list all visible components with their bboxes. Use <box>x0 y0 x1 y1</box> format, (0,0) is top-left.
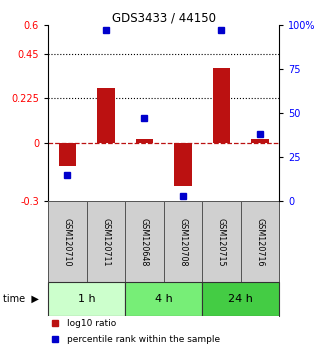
Title: GDS3433 / 44150: GDS3433 / 44150 <box>112 12 216 25</box>
Bar <box>48 282 125 316</box>
Bar <box>202 201 241 282</box>
Bar <box>125 201 164 282</box>
Bar <box>59 143 76 166</box>
Text: log10 ratio: log10 ratio <box>67 319 116 328</box>
Bar <box>174 143 192 186</box>
Bar <box>213 68 230 143</box>
Bar <box>48 201 87 282</box>
Text: GSM120715: GSM120715 <box>217 218 226 266</box>
Bar <box>97 87 115 143</box>
Bar <box>87 201 125 282</box>
Bar <box>125 282 202 316</box>
Bar <box>136 139 153 143</box>
Text: 4 h: 4 h <box>155 294 173 304</box>
Text: 1 h: 1 h <box>78 294 95 304</box>
Text: GSM120708: GSM120708 <box>178 218 187 266</box>
Text: percentile rank within the sample: percentile rank within the sample <box>67 335 220 344</box>
Bar <box>202 282 279 316</box>
Bar <box>164 201 202 282</box>
Text: GSM120711: GSM120711 <box>101 218 110 266</box>
Text: GSM120710: GSM120710 <box>63 218 72 266</box>
Text: 24 h: 24 h <box>228 294 253 304</box>
Text: GSM120716: GSM120716 <box>256 218 265 266</box>
Text: GSM120648: GSM120648 <box>140 218 149 266</box>
Bar <box>251 139 269 143</box>
Bar <box>241 201 279 282</box>
Text: time  ▶: time ▶ <box>3 294 39 304</box>
